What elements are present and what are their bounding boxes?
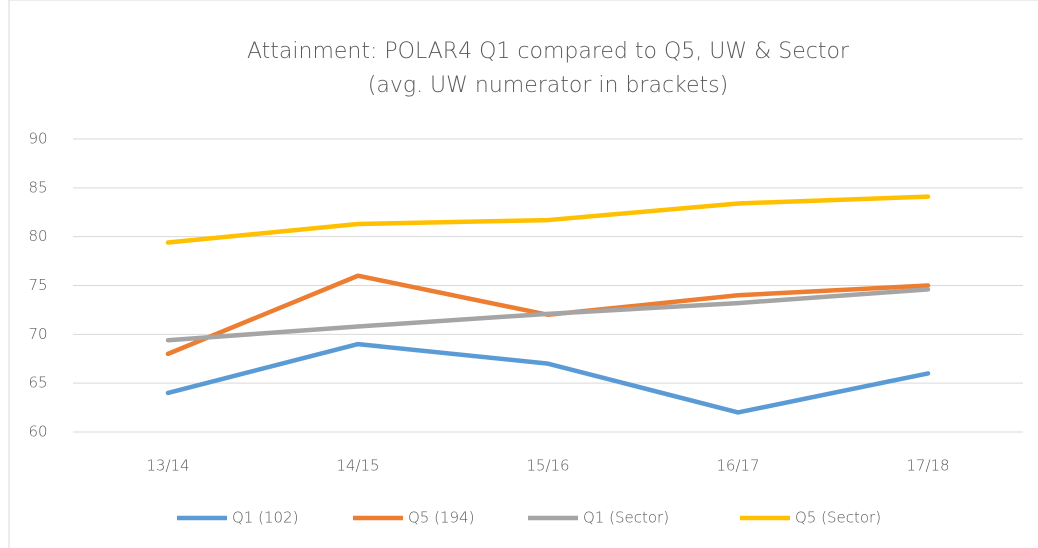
y-tick-label: 90: [28, 130, 47, 148]
x-tick-label: 15/16: [526, 457, 569, 475]
chart-title: Attainment: POLAR4 Q1 compared to Q5, UW…: [247, 39, 850, 64]
legend-label: Q1 (102): [232, 509, 298, 527]
y-tick-label: 70: [28, 325, 47, 343]
x-tick-label: 17/18: [906, 457, 949, 475]
legend-label: Q5 (Sector): [795, 509, 881, 527]
y-tick-label: 75: [28, 276, 47, 294]
y-tick-label: 65: [28, 374, 47, 392]
chart-subtitle: (avg. UW numerator in brackets): [368, 73, 728, 98]
series-line: [165, 341, 931, 415]
x-tick-label: 16/17: [716, 457, 759, 475]
x-tick-label: 13/14: [146, 457, 189, 475]
legend-label: Q1 (Sector): [583, 509, 669, 527]
y-tick-label: 85: [28, 178, 47, 196]
chart-frame: [8, 0, 1038, 548]
legend-label: Q5 (194): [408, 509, 474, 527]
x-tick-label: 14/15: [336, 457, 379, 475]
y-tick-label: 80: [28, 227, 47, 245]
series-line: [165, 194, 931, 245]
y-tick-label: 60: [28, 423, 47, 441]
series-line: [165, 287, 931, 343]
